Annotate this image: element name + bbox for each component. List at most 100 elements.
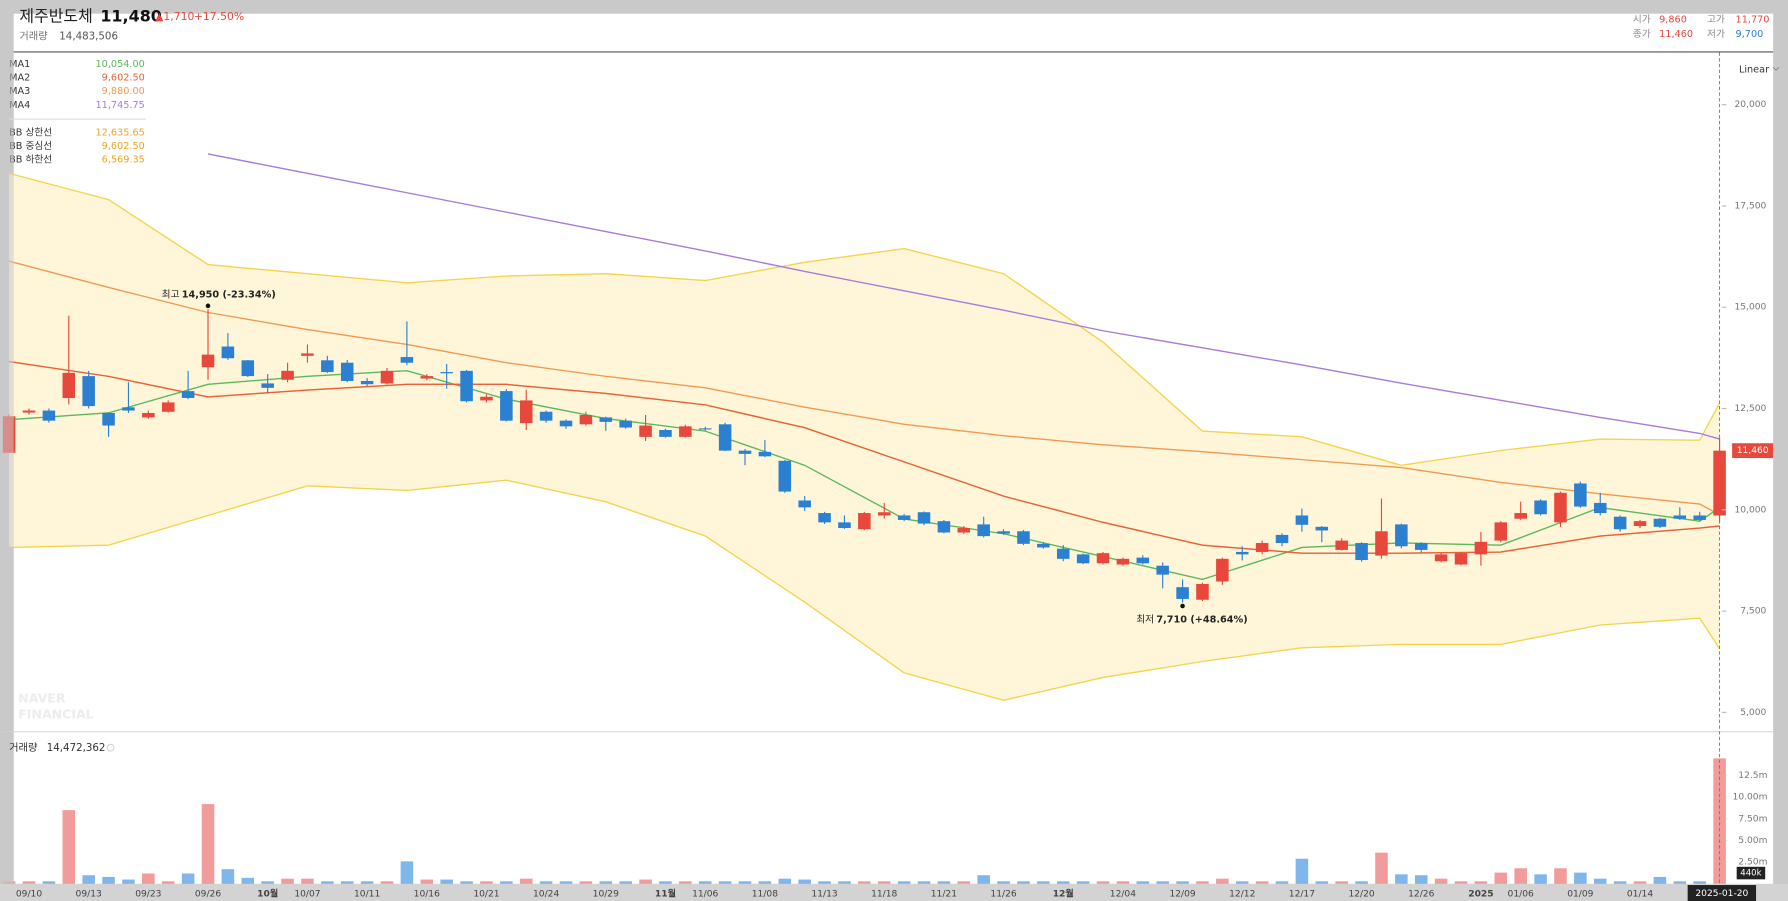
- volume-bar: [500, 881, 513, 884]
- quote-value: 11,770: [1736, 14, 1770, 25]
- volume-bar: [122, 879, 135, 884]
- volume-bar: [1395, 874, 1408, 884]
- volume-bar: [957, 881, 971, 884]
- candle-body: [997, 531, 1010, 534]
- candle-body: [1434, 554, 1448, 562]
- volume-bar: [22, 881, 36, 884]
- quote-value: 9,860: [1659, 14, 1687, 25]
- candle-body: [321, 360, 334, 373]
- edge-overlay: [0, 52, 14, 884]
- volume-bar: [261, 881, 274, 884]
- legend-value: 9,602.50: [102, 73, 145, 84]
- volume-tick-label: 5.00m: [1738, 836, 1767, 846]
- volume-bar: [1295, 858, 1309, 884]
- candle-body: [1136, 557, 1150, 564]
- candle-body: [400, 357, 414, 363]
- candle-body: [360, 380, 374, 385]
- volume-bar: [241, 877, 255, 884]
- x-tick-label: 11/06: [692, 890, 718, 900]
- legend-name: MA2: [9, 73, 30, 84]
- x-tick-label: 11/08: [752, 890, 778, 900]
- date-badge-bg: [1687, 885, 1757, 901]
- stock-price: 11,480: [100, 7, 162, 26]
- x-tick-label: 2025: [1468, 890, 1493, 900]
- volume-bar: [360, 881, 374, 884]
- settings-icon[interactable]: [106, 743, 115, 752]
- quote-label: 종가: [1633, 28, 1651, 40]
- x-tick-label: 12/12: [1229, 890, 1255, 900]
- volume-bar: [1593, 878, 1607, 884]
- x-tick-label: 01/14: [1627, 890, 1653, 900]
- candle-body: [698, 428, 712, 430]
- annotation-text: 7,710 (+48.64%): [1156, 615, 1247, 626]
- candle-body: [1673, 515, 1687, 519]
- x-tick-label: 10월: [257, 888, 278, 900]
- candle-body: [1116, 558, 1130, 565]
- candle-body: [281, 370, 294, 380]
- x-tick-label: 09/10: [16, 890, 42, 900]
- volume-bar: [181, 873, 195, 884]
- candle-body: [877, 512, 891, 516]
- volume-bar: [201, 804, 215, 884]
- candle-body: [957, 528, 971, 533]
- volume-bar: [1355, 881, 1368, 884]
- candle-body: [1017, 531, 1030, 544]
- watermark: NAVER: [18, 691, 66, 706]
- volume-bar: [1474, 881, 1488, 884]
- volume-bar: [420, 879, 434, 884]
- candle-body: [1375, 531, 1388, 556]
- volume-bar: [1017, 881, 1030, 884]
- volume-bar: [1176, 881, 1189, 884]
- volume-bar: [380, 881, 394, 884]
- candle-body: [102, 412, 115, 426]
- volume-bar: [42, 881, 56, 884]
- volume-bar: [778, 878, 792, 884]
- scale-chevron[interactable]: [1772, 66, 1780, 71]
- watermark: FINANCIAL: [18, 707, 93, 722]
- candle-body: [181, 391, 195, 398]
- volume-bar: [400, 861, 414, 884]
- volume-bar: [1156, 881, 1169, 884]
- x-tick-label: 11/26: [990, 890, 1016, 900]
- volume-bar: [738, 881, 752, 884]
- x-tick-label: 12/17: [1289, 890, 1315, 900]
- candle-body: [679, 426, 692, 437]
- candle-body: [1514, 513, 1527, 519]
- x-tick-label: 12/20: [1348, 890, 1374, 900]
- legend-value: 12,635.65: [96, 127, 145, 138]
- volume-tick-label: 10.00m: [1733, 793, 1768, 803]
- candle-body: [1295, 515, 1309, 525]
- candle-body: [201, 354, 215, 368]
- candle-body: [718, 424, 732, 451]
- candle-body: [519, 400, 533, 424]
- scale-mode[interactable]: Linear: [1739, 65, 1769, 76]
- volume-bar: [82, 875, 95, 884]
- x-tick-label: 09/23: [135, 890, 161, 900]
- candle-body: [1613, 516, 1627, 530]
- annotation-dot: [1180, 603, 1185, 609]
- candle-body: [420, 376, 434, 379]
- candle-body: [301, 353, 314, 356]
- volume-tick-label: 12.5m: [1738, 771, 1767, 781]
- candle-body: [818, 513, 831, 523]
- volume-bar: [1673, 881, 1687, 884]
- candle-body: [1275, 534, 1289, 544]
- volume-bar: [321, 881, 334, 884]
- candle-body: [1216, 558, 1229, 582]
- legend-value: 6,569.35: [102, 155, 145, 166]
- volume-bar: [937, 881, 951, 884]
- legend-name: BB 하한선: [9, 153, 52, 166]
- price-badge-bg: [1732, 443, 1774, 459]
- y-tick-label: 5,000: [1740, 708, 1766, 718]
- volume-bar: [599, 881, 613, 884]
- legend-value: 9,602.50: [102, 141, 145, 152]
- candle-body: [798, 500, 811, 508]
- candle-body: [1593, 502, 1607, 514]
- candle-body: [1037, 543, 1050, 548]
- volume-bar: [1116, 881, 1130, 884]
- legend-name: MA3: [9, 86, 30, 97]
- volume-bar: [1216, 878, 1229, 884]
- volume-bar: [1454, 881, 1468, 884]
- volume-bar: [1613, 881, 1627, 884]
- legend-value: 11,745.75: [96, 100, 145, 111]
